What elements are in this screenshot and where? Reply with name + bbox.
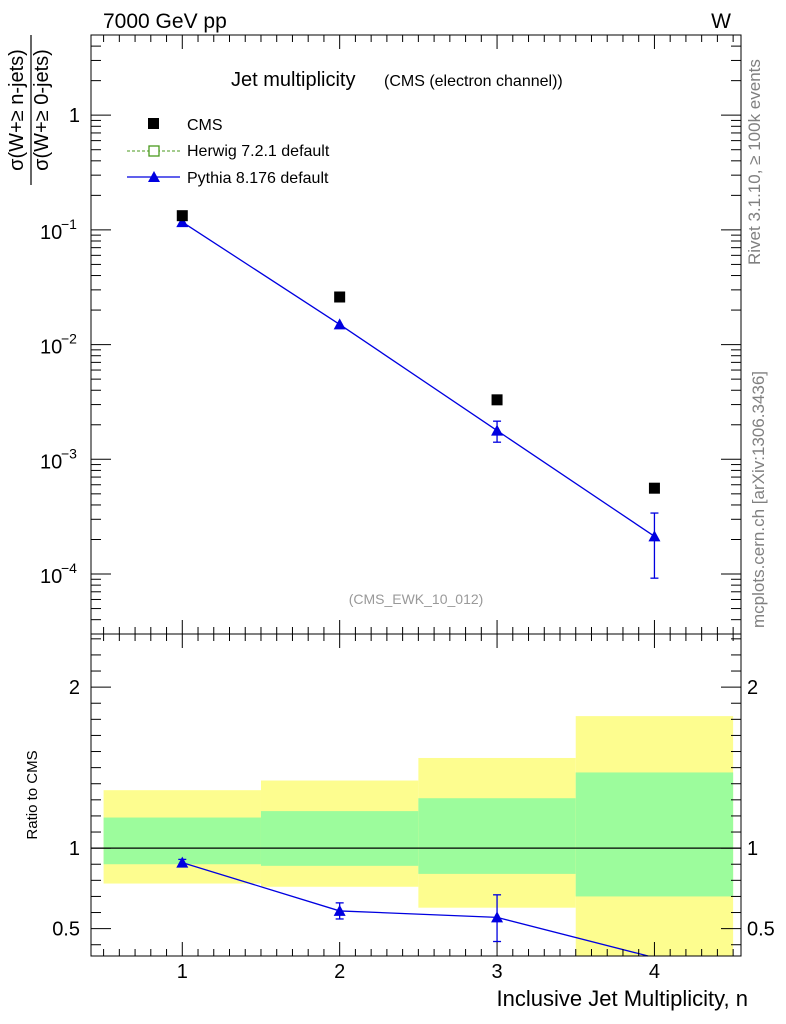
x-tick-label: 4 <box>649 961 660 983</box>
cms-point <box>491 394 503 406</box>
analysis-tag: (CMS_EWK_10_012) <box>349 591 484 607</box>
uncertainty-band-inner <box>575 772 734 897</box>
chart-title: Jet multiplicity <box>231 69 355 91</box>
y-tick-exponent: −3 <box>61 445 77 461</box>
y-tick-label: 10 <box>40 222 62 244</box>
pythia-ratio-point <box>491 911 504 923</box>
pythia-point <box>333 318 346 330</box>
pythia-ratio-point <box>333 904 346 916</box>
y-tick-label: 1 <box>69 838 80 860</box>
source-label: mcplots.cern.ch [arXiv:1306.3436] <box>749 371 768 628</box>
y-tick-label-right: 1 <box>747 838 758 860</box>
pythia-ratio-line <box>182 861 649 957</box>
cms-point <box>334 291 346 303</box>
cms-point <box>648 482 660 494</box>
pythia-ratio-point <box>176 856 189 868</box>
x-axis-title: Inclusive Jet Multiplicity, n <box>497 986 748 1011</box>
ratio-frame <box>90 633 742 957</box>
main-panel: 110−110−210−310−4 Jet multiplicity (CMS … <box>6 34 742 635</box>
legend-label-herwig: Herwig 7.2.1 default <box>187 143 330 160</box>
pythia-line <box>181 221 655 537</box>
legend: CMS Herwig 7.2.1 default Pythia 8.176 de… <box>127 117 330 187</box>
uncertainty-band-inner <box>260 811 419 866</box>
x-tick-label: 2 <box>334 961 345 983</box>
legend-label-pythia: Pythia 8.176 default <box>187 170 329 187</box>
y-tick-label-right: 0.5 <box>747 919 775 941</box>
x-tick-label: 3 <box>491 961 502 983</box>
y-tick-label: 1 <box>69 105 80 127</box>
ratio-panel: 1 2 3 4 0.5 0.5 1 1 2 2 Ratio to CMS Inclusive J… <box>24 633 775 1011</box>
chart-subtitle: (CMS (electron channel)) <box>384 73 563 90</box>
uncertainty-band-inner <box>103 817 261 865</box>
y-axis-denominator: σ(W+≥ 0-jets) <box>31 49 53 171</box>
y-tick-label: 2 <box>69 677 80 699</box>
energy-label: 7000 GeV pp <box>103 10 227 33</box>
pythia-point <box>176 216 189 228</box>
y-tick-label: 10 <box>40 337 62 359</box>
y-tick-label: 0.5 <box>52 919 80 941</box>
x-tick-label: 1 <box>177 961 188 983</box>
y-tick-label: 10 <box>40 566 62 588</box>
legend-label-cms: CMS <box>187 117 223 134</box>
y-axis-numerator: σ(W+≥ n-jets) <box>6 49 28 171</box>
uncertainty-band-inner <box>418 798 576 874</box>
y-tick-exponent: −1 <box>61 216 77 232</box>
cms-point <box>176 210 188 222</box>
pythia-point <box>491 424 504 436</box>
y-axis-title: σ(W+≥ n-jets) σ(W+≥ 0-jets) <box>6 35 53 185</box>
legend-marker-pythia <box>148 171 160 182</box>
y-tick-label: 10 <box>40 451 62 473</box>
legend-marker-cms <box>148 118 159 129</box>
process-label: W <box>711 10 731 33</box>
y-tick-label-right: 2 <box>747 677 758 699</box>
rivet-label: Rivet 3.1.10, ≥ 100k events <box>745 59 764 265</box>
legend-marker-herwig <box>148 145 160 157</box>
ratio-axis-title: Ratio to CMS <box>24 750 41 839</box>
pythia-point <box>648 530 661 542</box>
y-tick-exponent: −4 <box>61 560 77 576</box>
y-tick-exponent: −2 <box>61 331 77 347</box>
